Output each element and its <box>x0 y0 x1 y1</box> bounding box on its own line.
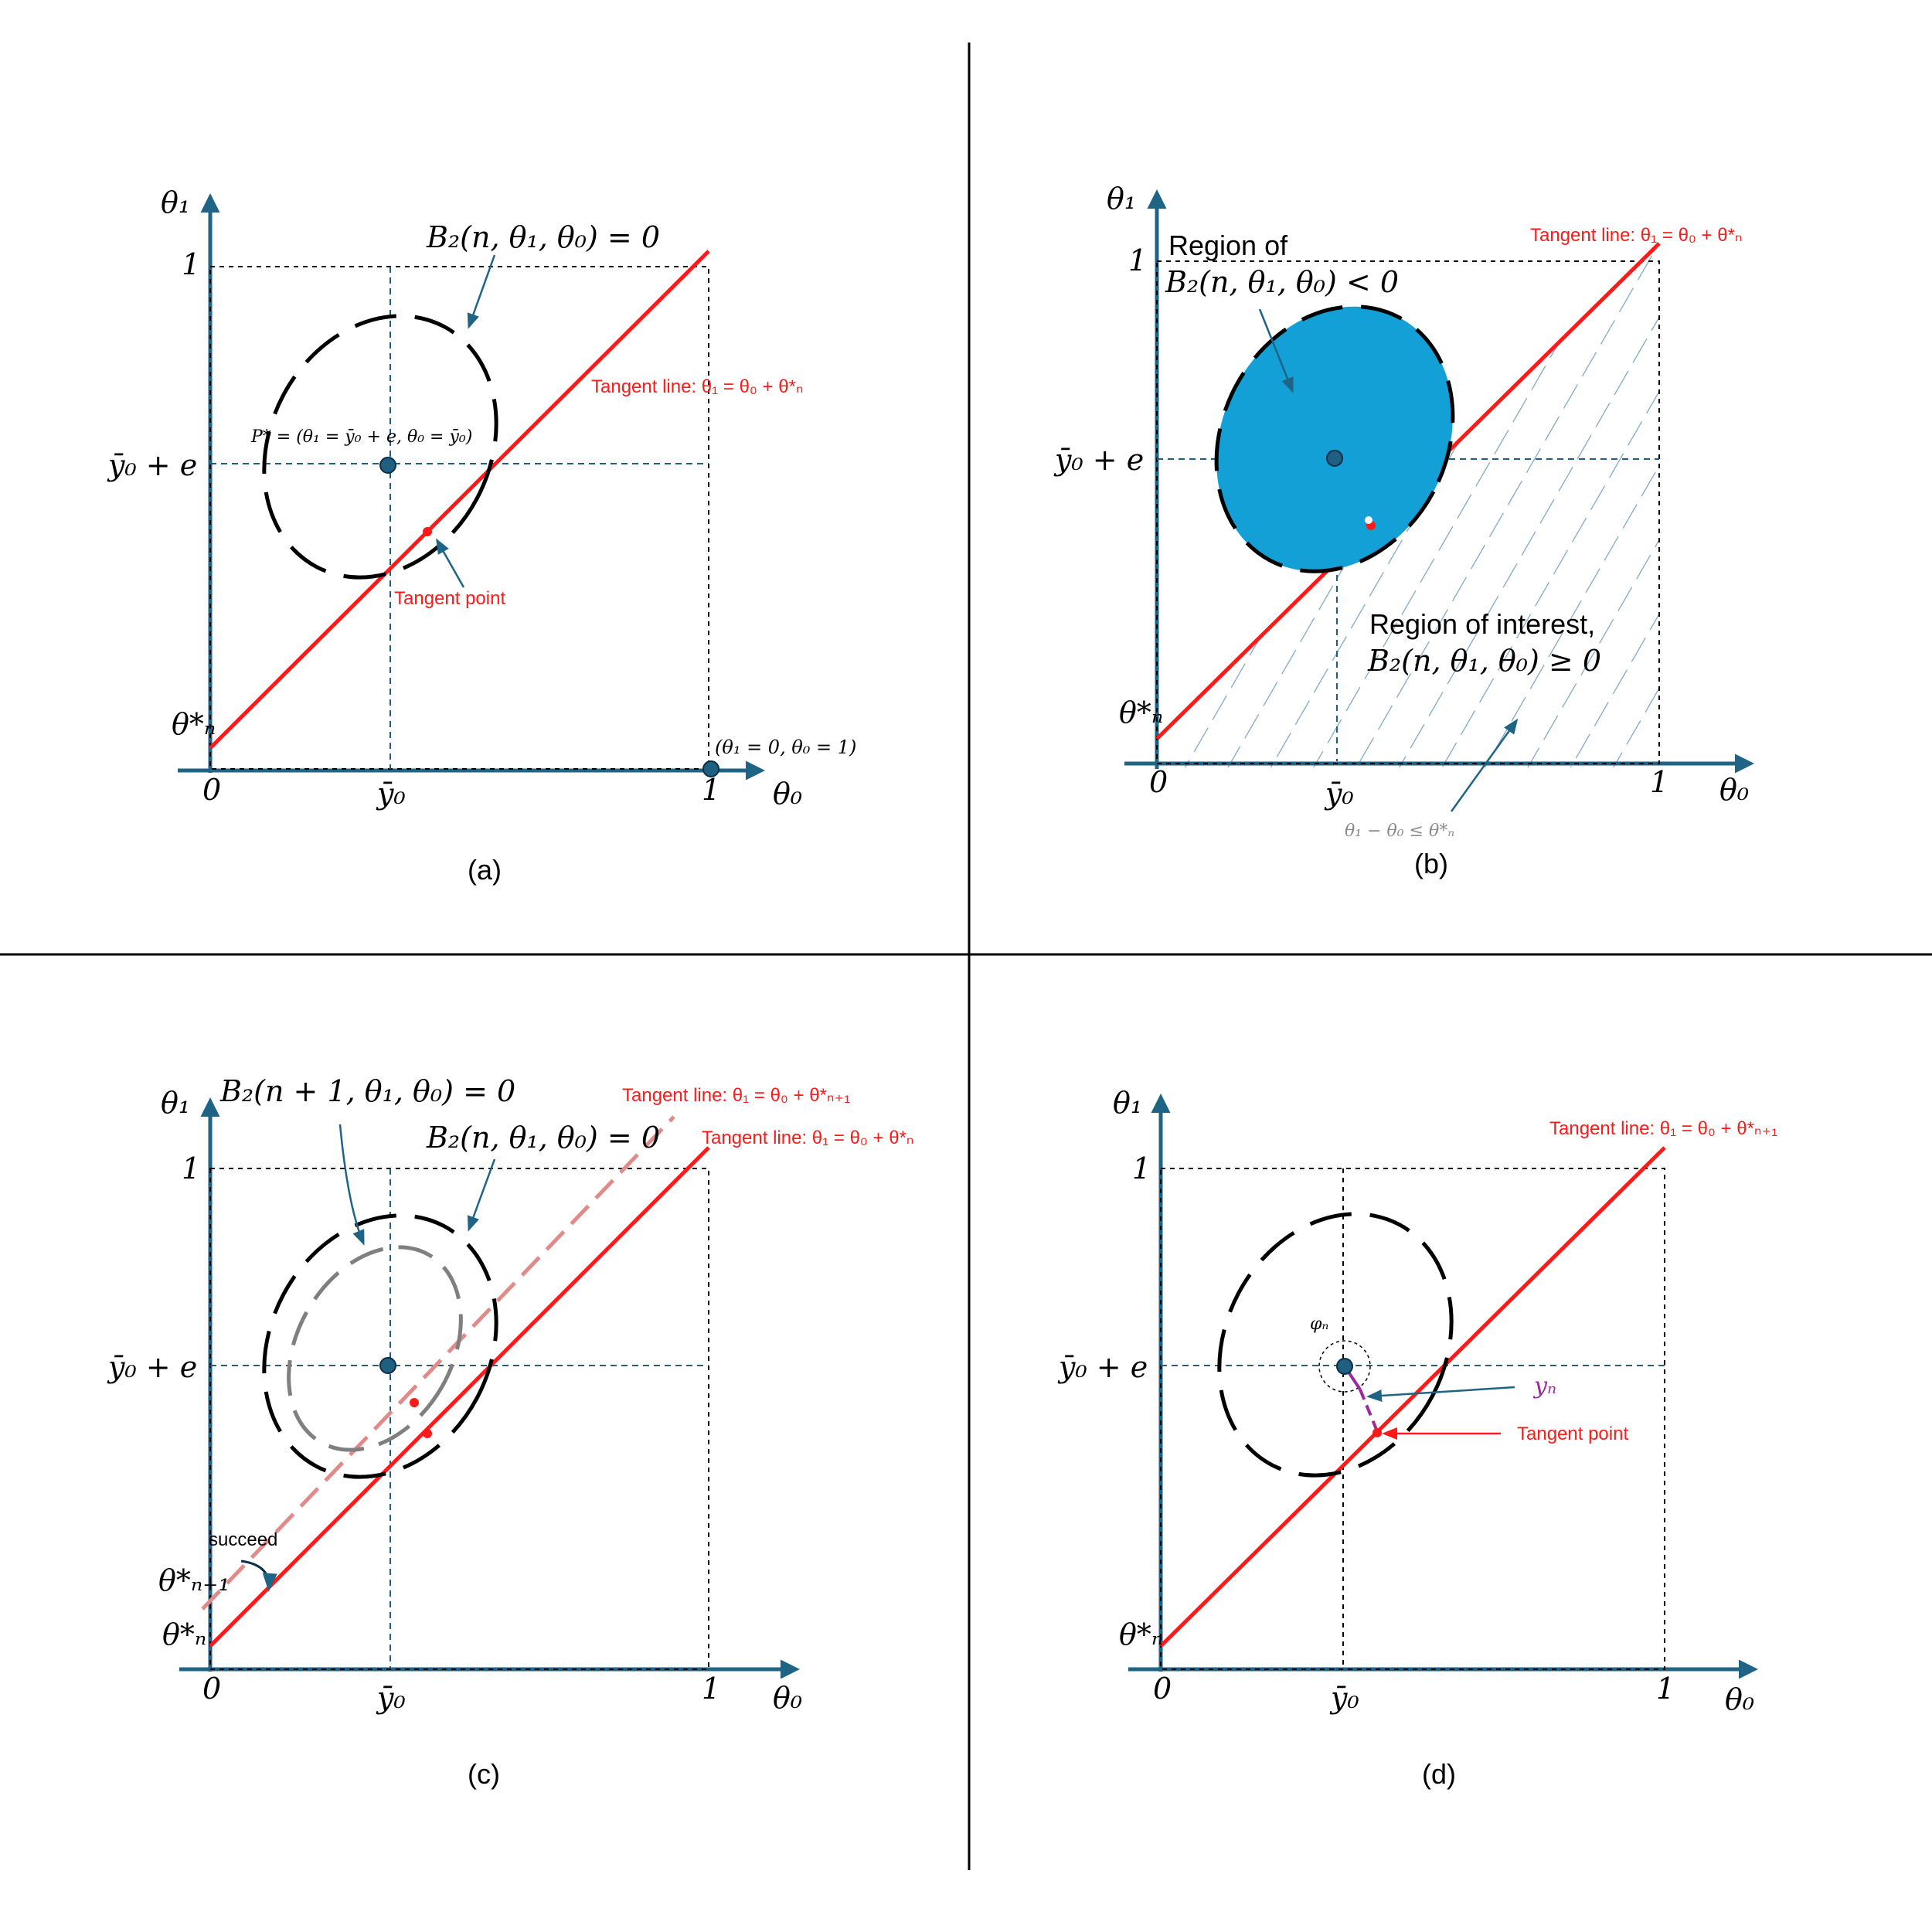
theta0-label: θ₀ <box>1725 1682 1754 1716</box>
theta1-label: θ₁ <box>161 1086 190 1120</box>
phi-label: φₙ <box>1310 1315 1328 1334</box>
region-label-line1: Region of <box>1168 230 1288 261</box>
ellipse-b2 <box>1217 1212 1454 1478</box>
ellipse-b2-n-plus-1 <box>287 1245 463 1452</box>
theta-n-label: θ*ₙ <box>1119 1617 1163 1651</box>
center-point <box>1326 450 1343 467</box>
ellipse-n-pointer <box>467 1158 496 1232</box>
tangent-point-n <box>423 1429 432 1438</box>
panel-a: θ₁ θ₀ 1 1 0 ȳ₀ + e ȳ₀ θ*ₙ B₂(n, θ₁, θ₀) … <box>107 185 856 886</box>
one-x-label: 1 <box>1656 1672 1675 1706</box>
theta1-label: θ₁ <box>1107 182 1136 216</box>
yn-segment-dashed <box>1359 1389 1379 1432</box>
corner-point-label: (θ₁ = 0, θ₀ = 1) <box>715 736 856 758</box>
tangent-point-pointer <box>436 538 465 588</box>
theta1-label: θ₁ <box>161 185 190 219</box>
theta-n-label: θ*ₙ <box>162 1617 206 1651</box>
tangent-point-marker <box>1372 1428 1382 1437</box>
succeed-label: succeed <box>209 1529 277 1550</box>
theta-n1-label: θ*ₙ₊₁ <box>158 1563 230 1597</box>
tangent-point-n-plus-1 <box>410 1398 419 1407</box>
tangent-line-n1-label: Tangent line: θ₁ = θ₀ + θ*ₙ₊₁ <box>622 1085 850 1106</box>
succeed-arrow <box>240 1560 277 1592</box>
ybar-label: ȳ₀ <box>1324 777 1354 811</box>
unit-square <box>1160 1168 1665 1670</box>
caption-d: (d) <box>1422 1758 1456 1790</box>
region-b2-negative <box>1214 304 1455 573</box>
ellipse-label-pointer <box>467 254 496 329</box>
zero-label: 0 <box>1149 765 1168 799</box>
one-y-label: 1 <box>182 1151 200 1185</box>
p-star-label: P* = (θ₁ = ȳ₀ + e, θ₀ = ȳ₀) <box>250 427 472 447</box>
tangent-line-n-label: Tangent line: θ₁ = θ₀ + θ*ₙ <box>702 1128 913 1148</box>
tangent-line-label: Tangent line: θ₁ = θ₀ + θ*ₙ <box>1530 225 1742 246</box>
ybar-label: ȳ₀ <box>1329 1681 1359 1715</box>
caption-b: (b) <box>1414 848 1448 879</box>
tangent-point-label: Tangent point <box>394 588 505 609</box>
inequality-pointer <box>1450 718 1519 812</box>
zero-label: 0 <box>202 773 221 807</box>
center-point <box>379 1357 396 1374</box>
theta0-label: θ₀ <box>773 1681 802 1715</box>
tangent-line-n-plus-1 <box>201 1115 675 1611</box>
inequality-label: θ₁ − θ₀ ≤ θ*ₙ <box>1345 821 1454 841</box>
theta1-label: θ₁ <box>1113 1086 1142 1120</box>
corner-point <box>702 760 719 777</box>
zero-label: 0 <box>202 1672 221 1706</box>
tangent-line-n <box>209 1146 710 1648</box>
interest-label-line2: B₂(n, θ₁, θ₀) ≥ 0 <box>1367 644 1601 678</box>
one-x-label: 1 <box>702 773 720 807</box>
ellipse-b2-n <box>262 1213 498 1479</box>
tangent-gap-marker <box>1365 516 1372 524</box>
tangent-point-label: Tangent point <box>1517 1423 1628 1444</box>
panel-d: θ₁ θ₀ 1 1 0 ȳ₀ + e ȳ₀ θ*ₙ Tangent line: … <box>1057 1086 1777 1790</box>
one-y-label: 1 <box>182 247 200 281</box>
ellipse-equation-label: B₂(n, θ₁, θ₀) = 0 <box>426 220 660 254</box>
ybar-label: ȳ₀ <box>376 777 406 811</box>
one-y-label: 1 <box>1128 243 1147 277</box>
ybar-e-label: ȳ₀ + e <box>107 1350 197 1384</box>
one-x-label: 1 <box>702 1672 720 1706</box>
center-point <box>379 457 396 474</box>
one-y-label: 1 <box>1132 1151 1151 1185</box>
caption-c: (c) <box>468 1758 500 1790</box>
theta0-label: θ₀ <box>773 777 802 811</box>
ybar-e-label: ȳ₀ + e <box>107 448 197 482</box>
tangent-line <box>1159 1146 1666 1648</box>
region-label-line2: B₂(n, θ₁, θ₀) < 0 <box>1165 265 1399 299</box>
caption-a: (a) <box>468 854 502 886</box>
unit-square <box>209 1168 709 1670</box>
tangent-line-label: Tangent line: θ₁ = θ₀ + θ*ₙ <box>591 376 803 397</box>
ellipse-n1-label: B₂(n + 1, θ₁, θ₀) = 0 <box>219 1074 515 1108</box>
ellipse-n1-pointer <box>338 1124 365 1246</box>
one-x-label: 1 <box>1650 765 1668 799</box>
theta-n-label: θ*ₙ <box>172 707 216 741</box>
unit-square <box>1156 260 1660 764</box>
phi-angle-circle <box>1318 1340 1371 1393</box>
unit-square <box>209 266 709 770</box>
ellipse-n-label: B₂(n, θ₁, θ₀) = 0 <box>426 1121 660 1155</box>
theta0-label: θ₀ <box>1719 773 1749 807</box>
ybar-e-label: ȳ₀ + e <box>1053 443 1144 477</box>
zero-label: 0 <box>1153 1672 1172 1706</box>
ellipse-b2 <box>262 314 498 580</box>
panel-b: θ₁ θ₀ 1 1 0 ȳ₀ + e ȳ₀ θ*ₙ Region of B₂(n… <box>1053 182 1754 879</box>
tangent-line-label: Tangent line: θ₁ = θ₀ + θ*ₙ₊₁ <box>1549 1118 1777 1139</box>
center-point <box>1336 1358 1353 1375</box>
panel-c: θ₁ θ₀ 1 1 0 ȳ₀ + e ȳ₀ θ*ₙ θ*ₙ₊₁ B₂(n + 1… <box>107 1074 913 1790</box>
yn-pointer <box>1366 1386 1515 1402</box>
interest-label-line1: Region of interest, <box>1369 608 1595 640</box>
region-label-pointer <box>1258 308 1294 393</box>
ybar-label: ȳ₀ <box>376 1681 406 1715</box>
tangent-line <box>209 250 710 750</box>
yn-label: yₙ <box>1532 1372 1556 1400</box>
tangent-point-marker <box>423 527 432 536</box>
theta-n-label: θ*ₙ <box>1119 696 1163 730</box>
ybar-e-label: ȳ₀ + e <box>1057 1350 1148 1384</box>
